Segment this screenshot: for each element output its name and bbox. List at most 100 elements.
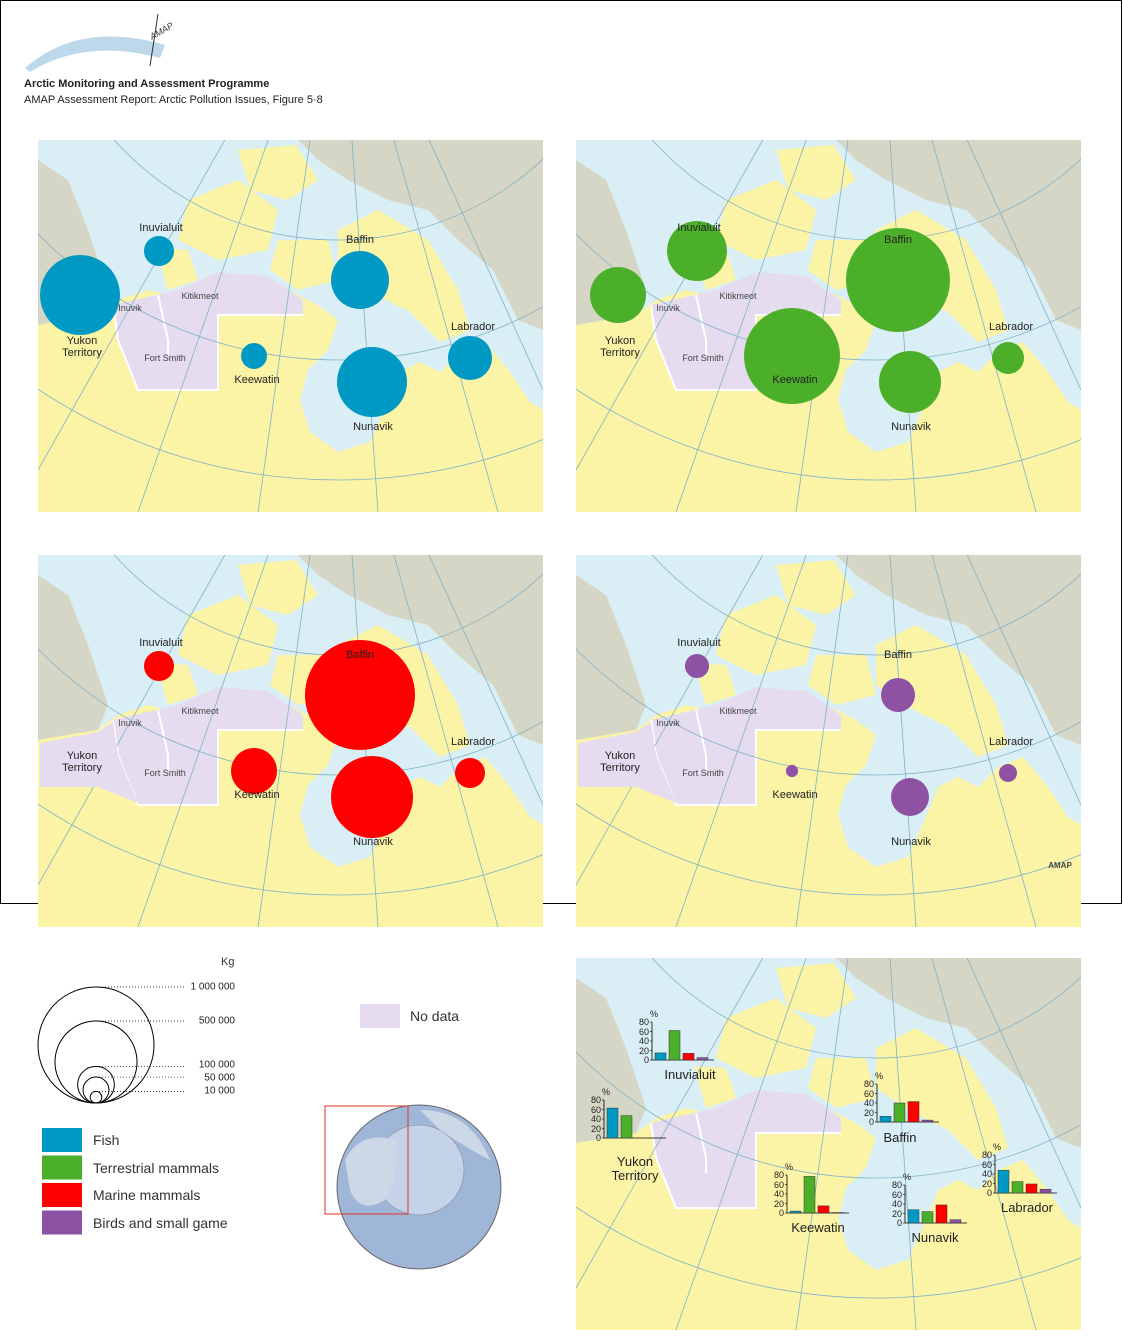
region-label: Inuvialuit: [139, 637, 183, 649]
bar: [935, 1204, 948, 1224]
size-legend-circle: [77, 1065, 115, 1104]
bar-tick-label: 20: [891, 1208, 902, 1219]
bar-tick-label: 60: [863, 1088, 874, 1099]
region-label: Labrador: [988, 736, 1034, 748]
bubble: [143, 235, 175, 267]
region-label: Keewatin: [234, 789, 280, 801]
bubble: [878, 350, 942, 414]
district-label: Inuvik: [118, 718, 142, 728]
district-label: Inuvik: [656, 303, 680, 313]
bar: [893, 1102, 906, 1123]
logo-line: [149, 13, 159, 67]
district-label: Fort Smith: [144, 768, 186, 778]
bar-tick-label: 0: [986, 1188, 992, 1198]
size-legend-title: Kg: [221, 956, 235, 968]
bar-tick-label: 80: [891, 1180, 902, 1190]
region-label: Nunavik: [353, 836, 393, 848]
bubble: [304, 639, 416, 751]
globe: [324, 1104, 502, 1270]
region-label: Baffin: [883, 1130, 917, 1145]
bubble: [667, 221, 727, 281]
no-data-swatch: [360, 1004, 400, 1028]
bar: [949, 1219, 962, 1224]
map-panel: [336, 0, 1123, 927]
bar-tick-label: 20: [863, 1107, 874, 1118]
bar-tick-label: 0: [643, 1055, 649, 1065]
logo-arc: [25, 36, 165, 72]
header-subtitle: AMAP Assessment Report: Arctic Pollution…: [24, 94, 323, 106]
district-label: Fort Smith: [144, 353, 186, 363]
region-label: Labrador: [988, 321, 1034, 333]
bubble: [40, 255, 120, 335]
size-legend-circle: [37, 986, 155, 1104]
bar: [907, 1101, 920, 1123]
legend-label: Marine mammals: [93, 1187, 201, 1203]
bubble: [743, 307, 841, 405]
region-label: Keewatin: [234, 374, 280, 386]
size-legend-circle: [82, 1076, 110, 1104]
bar: [668, 1030, 681, 1061]
bar: [817, 1205, 830, 1214]
size-legend-label: 50 000: [204, 1072, 235, 1084]
region-label: Baffin: [884, 234, 912, 246]
map-panel: [336, 0, 1123, 512]
bar-tick-label: 20: [773, 1198, 784, 1209]
bubble: [891, 778, 929, 816]
district-label: Kitikmeot: [719, 291, 757, 301]
size-legend-label: 1 000 000: [190, 981, 236, 993]
size-legend-circle: [54, 1020, 138, 1104]
bubble: [231, 748, 277, 794]
bar: [789, 1210, 802, 1214]
region-label: Inuvialuit: [677, 222, 721, 234]
district-label: Kitikmeot: [181, 706, 219, 716]
size-legend-label: 500 000: [198, 1015, 235, 1027]
bar: [997, 1169, 1010, 1194]
bar-tick-label: 60: [638, 1026, 649, 1037]
bubble: [330, 755, 414, 839]
legend-swatch: [42, 1210, 82, 1235]
region-label: Nunavik: [911, 1230, 959, 1245]
bar-unit: %: [874, 1071, 883, 1081]
region-label: Baffin: [346, 234, 374, 246]
bar-unit: %: [649, 1009, 658, 1019]
region-label: Labrador: [1000, 1200, 1054, 1215]
district-label: Fort Smith: [682, 768, 724, 778]
bar-tick-label: 60: [891, 1189, 902, 1200]
bar: [1039, 1188, 1052, 1194]
bar-tick-label: 0: [595, 1133, 601, 1143]
bar: [1011, 1181, 1024, 1194]
bar: [803, 1176, 816, 1214]
region-label: Yukon Territory: [62, 335, 102, 359]
bar-tick-label: 0: [868, 1117, 874, 1127]
region-label: Labrador: [450, 736, 496, 748]
bubble: [845, 227, 951, 333]
frame: [0, 0, 1122, 904]
size-legend-label: 100 000: [198, 1059, 235, 1071]
district-label: Kitikmeot: [719, 706, 757, 716]
bubble: [684, 653, 710, 679]
district-label: Fort Smith: [682, 353, 724, 363]
legend-swatch: [42, 1155, 82, 1180]
bar: [1025, 1183, 1038, 1194]
bar-unit: %: [601, 1087, 610, 1097]
bar-tick-label: 40: [773, 1189, 784, 1199]
header-title: Arctic Monitoring and Assessment Program…: [24, 78, 270, 90]
bar: [654, 1052, 667, 1061]
region-label: Yukon Territory: [600, 335, 640, 359]
bar-tick-label: 40: [590, 1114, 601, 1124]
bar-tick-label: 60: [590, 1104, 601, 1115]
bar-tick-label: 0: [778, 1208, 784, 1218]
bar-tick-label: 80: [590, 1095, 601, 1105]
bubble: [454, 757, 486, 789]
bar-tick-label: 20: [638, 1045, 649, 1056]
region-label: Baffin: [884, 649, 912, 661]
region-label: Labrador: [450, 321, 496, 333]
bar: [606, 1107, 619, 1139]
legend-label: Terrestrial mammals: [93, 1159, 220, 1176]
bubble: [992, 342, 1024, 374]
bar-tick-label: 80: [773, 1170, 784, 1180]
region-label: Nunavik: [891, 421, 931, 433]
region-label: Nunavik: [891, 836, 931, 848]
